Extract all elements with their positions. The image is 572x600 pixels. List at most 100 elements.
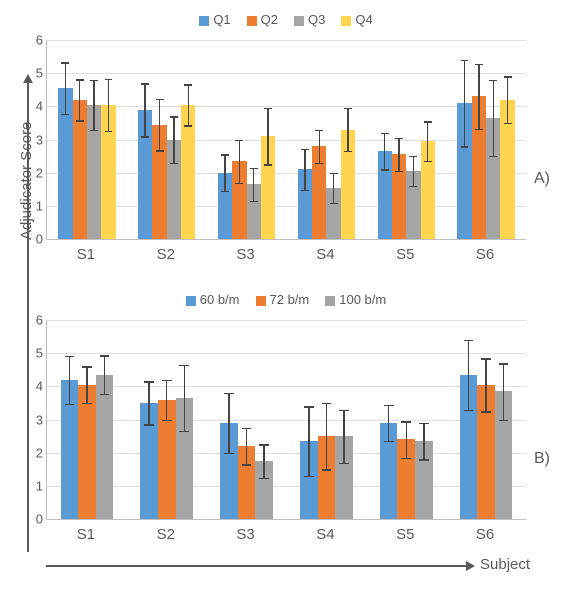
error-bar bbox=[224, 154, 225, 190]
legend-item: Q3 bbox=[294, 12, 325, 27]
error-cap bbox=[100, 355, 110, 356]
error-cap bbox=[224, 393, 234, 394]
xtick-label: S2 bbox=[157, 246, 175, 263]
error-cap bbox=[401, 458, 411, 459]
ytick-label: 0 bbox=[27, 512, 43, 527]
error-bar bbox=[104, 356, 105, 394]
error-bar bbox=[464, 60, 465, 146]
error-cap bbox=[315, 130, 323, 131]
error-cap bbox=[304, 406, 314, 407]
error-bar bbox=[478, 64, 479, 129]
panel-b: 60 b/m72 b/m100 b/m 0123456 S1S2S3S4S5S6 bbox=[46, 320, 526, 520]
error-cap bbox=[339, 463, 349, 464]
error-cap bbox=[464, 410, 474, 411]
error-cap bbox=[304, 476, 314, 477]
error-cap bbox=[384, 405, 394, 406]
xtick-label: S3 bbox=[236, 526, 254, 543]
error-cap bbox=[221, 191, 229, 192]
error-cap bbox=[344, 151, 352, 152]
ytick-label: 5 bbox=[27, 346, 43, 361]
xtick-label: S1 bbox=[77, 526, 95, 543]
legend-item: 72 b/m bbox=[256, 292, 310, 307]
error-cap bbox=[141, 83, 149, 84]
error-bar bbox=[173, 116, 174, 162]
legend-item: Q2 bbox=[247, 12, 278, 27]
ytick-label: 3 bbox=[27, 412, 43, 427]
error-cap bbox=[461, 146, 469, 147]
error-cap bbox=[65, 356, 75, 357]
error-cap bbox=[315, 163, 323, 164]
error-cap bbox=[82, 366, 92, 367]
gridline bbox=[47, 353, 526, 354]
error-cap bbox=[259, 444, 269, 445]
error-cap bbox=[395, 138, 403, 139]
error-bar bbox=[468, 340, 469, 410]
error-cap bbox=[264, 164, 272, 165]
error-cap bbox=[344, 108, 352, 109]
plot-area-a: 0123456 bbox=[46, 40, 526, 240]
error-bar bbox=[108, 79, 109, 131]
error-cap bbox=[242, 464, 252, 465]
error-bar bbox=[159, 99, 160, 151]
legend-swatch bbox=[256, 296, 266, 306]
legend-label: Q4 bbox=[355, 12, 372, 27]
ytick-label: 2 bbox=[27, 165, 43, 180]
error-cap bbox=[264, 108, 272, 109]
ytick-label: 6 bbox=[27, 33, 43, 48]
error-cap bbox=[409, 156, 417, 157]
error-bar bbox=[267, 108, 268, 164]
error-bar bbox=[93, 80, 94, 130]
error-cap bbox=[235, 140, 243, 141]
error-bar bbox=[148, 381, 149, 424]
error-cap bbox=[339, 410, 349, 411]
error-cap bbox=[144, 381, 154, 382]
error-bar bbox=[263, 444, 264, 477]
error-cap bbox=[381, 169, 389, 170]
error-bar bbox=[188, 84, 189, 125]
error-cap bbox=[184, 125, 192, 126]
error-bar bbox=[493, 80, 494, 156]
error-cap bbox=[170, 116, 178, 117]
error-cap bbox=[179, 365, 189, 366]
legend-item: Q1 bbox=[199, 12, 230, 27]
error-bar bbox=[413, 156, 414, 186]
ytick-label: 4 bbox=[27, 379, 43, 394]
gridline bbox=[47, 206, 526, 207]
legend-swatch bbox=[294, 16, 304, 26]
error-cap bbox=[76, 120, 84, 121]
xtick-label: S6 bbox=[476, 526, 494, 543]
error-cap bbox=[330, 203, 338, 204]
gridline bbox=[47, 453, 526, 454]
gridline bbox=[47, 73, 526, 74]
ytick-label: 4 bbox=[27, 99, 43, 114]
legend-b: 60 b/m72 b/m100 b/m bbox=[46, 292, 526, 307]
gridline bbox=[47, 486, 526, 487]
error-bar bbox=[253, 168, 254, 201]
error-bar bbox=[427, 121, 428, 161]
error-cap bbox=[424, 121, 432, 122]
error-cap bbox=[419, 423, 429, 424]
xtick-label: S2 bbox=[157, 526, 175, 543]
error-cap bbox=[419, 459, 429, 460]
panel-b-label: B) bbox=[534, 450, 550, 468]
xtick-label: S1 bbox=[77, 246, 95, 263]
error-cap bbox=[242, 428, 252, 429]
ytick-label: 2 bbox=[27, 445, 43, 460]
gridline bbox=[47, 40, 526, 41]
ytick-label: 5 bbox=[27, 66, 43, 81]
legend-swatch bbox=[325, 296, 335, 306]
error-bar bbox=[485, 358, 486, 411]
legend-swatch bbox=[341, 16, 351, 26]
error-cap bbox=[322, 403, 332, 404]
xtick-label: S5 bbox=[396, 246, 414, 263]
error-bar bbox=[246, 428, 247, 464]
error-bar bbox=[166, 380, 167, 420]
error-cap bbox=[322, 469, 332, 470]
error-cap bbox=[141, 136, 149, 137]
error-cap bbox=[395, 171, 403, 172]
gridline bbox=[47, 386, 526, 387]
gridline bbox=[47, 173, 526, 174]
ytick-label: 1 bbox=[27, 198, 43, 213]
error-cap bbox=[156, 150, 164, 151]
error-bar bbox=[86, 366, 87, 402]
